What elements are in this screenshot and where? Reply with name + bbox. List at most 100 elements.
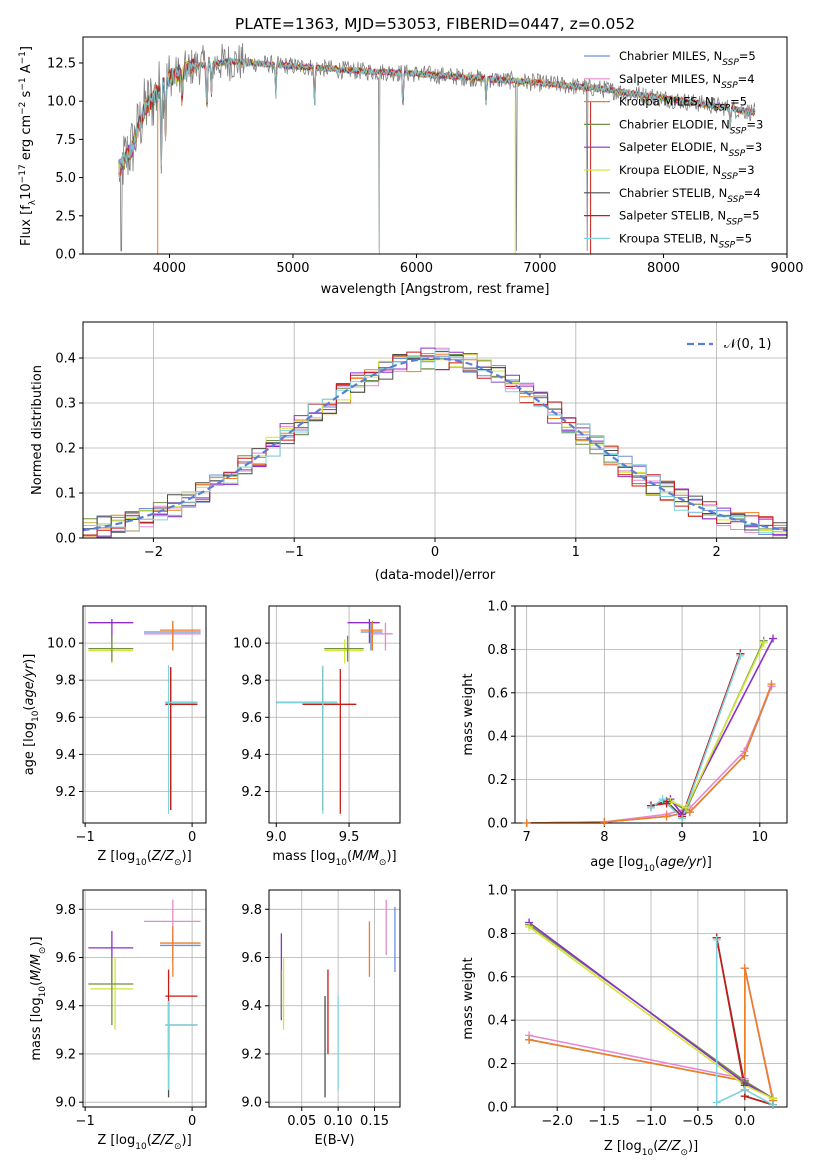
y-tick-label: 9.2 xyxy=(55,785,76,800)
weight-line-8 xyxy=(715,939,774,1106)
x-tick-label: 6000 xyxy=(400,261,433,276)
weight-marker xyxy=(767,680,776,689)
model-spectrum-8 xyxy=(118,56,756,178)
y-tick-label: 7.5 xyxy=(55,133,76,148)
legend-label: Salpeter MILES, NSSP=4 xyxy=(619,72,755,91)
weight-marker xyxy=(736,651,745,660)
weight-marker xyxy=(647,803,655,812)
y-tick-label: 0.0 xyxy=(55,532,76,547)
y-tick-label: 9.8 xyxy=(55,903,76,918)
y-axis-label: age [log10(age/yr)] xyxy=(22,654,41,776)
charts-layer: 4000 5000 6000 7000 8000 90000.02.55.07.510.0… xyxy=(18,36,804,1158)
x-axis-label: (data-model)/error xyxy=(375,568,496,583)
legend-label: Chabrier STELIB, NSSP=4 xyxy=(619,186,761,205)
y-tick-label: 0.4 xyxy=(55,352,76,367)
mass-weight-vs-metallicity-panel: −2.0 −1.5 −1.0 −0.5 0.0 0.0 0.2 0.4 0.6 0.8 1.0 Z [… xyxy=(461,884,788,1158)
y-tick-label: 9.6 xyxy=(241,951,262,966)
y-axis-label: mass [log10(M/M⊙)] xyxy=(29,936,48,1060)
y-tick-label: 10.0 xyxy=(47,637,76,652)
plot-area xyxy=(526,638,774,823)
x-tick-label: 8000 xyxy=(647,261,680,276)
weight-marker xyxy=(740,1085,749,1094)
weight-marker xyxy=(681,803,690,812)
x-axis-label: wavelength [Angstrom, rest frame] xyxy=(321,282,550,297)
y-axis-label: Flux [fλ10−17 erg cm−2 s−1 A−1] xyxy=(18,46,38,246)
legend-label: Kroupa MILES, NSSP=5 xyxy=(619,95,747,114)
weight-marker xyxy=(769,634,778,643)
age-vs-mass-panel: 9.0 9.5 9.2 9.4 9.6 9.8 10.0 mass [log10(M/M⊙)] xyxy=(233,605,401,868)
weight-marker xyxy=(525,1035,534,1044)
axes-frame xyxy=(82,889,207,1108)
plot-area xyxy=(280,899,396,1098)
y-tick-label: 0.4 xyxy=(487,730,508,745)
y-tick-label: 10.0 xyxy=(47,95,76,110)
y-tick-label: 9.2 xyxy=(241,785,262,800)
y-tick-label: 0.4 xyxy=(487,1014,508,1029)
legend-label: Salpeter ELODIE, NSSP=3 xyxy=(619,140,762,159)
y-tick-label: 0.6 xyxy=(487,686,508,701)
axes-frame xyxy=(268,605,401,824)
weight-line-1 xyxy=(526,685,773,823)
weight-marker xyxy=(740,964,749,973)
y-tick-label: 0.2 xyxy=(55,442,76,457)
y-tick-label: 9.0 xyxy=(55,1096,76,1111)
x-tick-label: −1.0 xyxy=(635,1114,667,1129)
x-tick-label: 0 xyxy=(188,830,196,845)
weight-marker xyxy=(712,1098,721,1107)
y-tick-label: 9.6 xyxy=(55,711,76,726)
x-tick-label: 1 xyxy=(572,545,580,560)
x-tick-label: −1 xyxy=(285,545,304,560)
mass-weight-vs-age-panel: 7 8 9 10 0.0 0.2 0.4 0.6 0.8 1.0 age [log10(age/yr… xyxy=(461,600,788,874)
y-tick-label: 0.0 xyxy=(55,248,76,263)
y-tick-label: 9.2 xyxy=(241,1047,262,1062)
weight-marker xyxy=(712,935,721,944)
x-tick-label: −2.0 xyxy=(541,1114,573,1129)
legend-label: 𝒩(0, 1) xyxy=(724,337,771,352)
axes-frame xyxy=(82,605,207,824)
weight-marker xyxy=(662,799,671,808)
weight-line-7 xyxy=(650,653,742,818)
weight-marker xyxy=(522,819,531,827)
weight-line-6 xyxy=(650,653,742,818)
normal-reference-curve xyxy=(83,357,787,532)
legend-label: Kroupa ELODIE, NSSP=3 xyxy=(619,163,755,182)
y-tick-label: 9.2 xyxy=(55,1047,76,1062)
legend-label: Chabrier MILES, NSSP=5 xyxy=(619,49,756,68)
x-tick-label: 7000 xyxy=(523,261,556,276)
x-tick-label: 0.05 xyxy=(287,1114,316,1129)
legend-label: Chabrier ELODIE, NSSP=3 xyxy=(619,117,763,136)
weight-marker xyxy=(740,751,749,760)
y-tick-label: 9.8 xyxy=(241,674,262,689)
weight-line-0 xyxy=(526,686,773,823)
x-tick-label: −1 xyxy=(76,830,95,845)
y-tick-label: 5.0 xyxy=(55,171,76,186)
x-axis-label: Z [log10(Z/Z⊙)] xyxy=(97,1133,191,1152)
y-tick-label: 0.2 xyxy=(487,773,508,788)
y-tick-label: 9.4 xyxy=(55,748,76,763)
y-tick-label: 1.0 xyxy=(487,600,508,615)
spectrum-legend: Chabrier MILES, NSSP=5 Salpeter MILES, NS… xyxy=(584,49,763,250)
y-tick-label: 9.8 xyxy=(55,674,76,689)
y-tick-label: 0.2 xyxy=(487,1057,508,1072)
plot-area xyxy=(88,618,201,814)
plot-area xyxy=(88,899,201,1098)
y-tick-label: 0.6 xyxy=(487,970,508,985)
x-tick-label: 2 xyxy=(712,545,720,560)
x-tick-label: 0 xyxy=(188,1114,196,1129)
spectrum-panel: 4000 5000 6000 7000 8000 9000 0.0 2.5 5.0 7.5 10.0… xyxy=(18,36,804,297)
figure-title: PLATE=1363, MJD=53053, FIBERID=0447, z=0… xyxy=(235,15,635,33)
y-tick-label: 0.8 xyxy=(487,643,508,658)
x-tick-label: 4000 xyxy=(153,261,186,276)
x-axis-label: E(B-V) xyxy=(314,1133,354,1148)
x-tick-label: 8 xyxy=(600,830,608,845)
x-tick-label: 7 xyxy=(523,830,531,845)
residual-histogram-panel: −2 −1 0 1 2 0.0 0.1 0.2 0.3 0.4 𝒩(0, 1) (data-model… xyxy=(30,321,788,583)
y-tick-label: 0.8 xyxy=(487,927,508,942)
y-axis-label: mass weight xyxy=(461,957,476,1039)
x-axis-label: Z [log10(Z/Z⊙)] xyxy=(604,1139,698,1158)
x-axis-label: Z [log10(Z/Z⊙)] xyxy=(97,849,191,868)
y-tick-label: 9.4 xyxy=(241,999,262,1014)
x-tick-label: 0 xyxy=(431,545,439,560)
plot-area xyxy=(276,618,393,814)
